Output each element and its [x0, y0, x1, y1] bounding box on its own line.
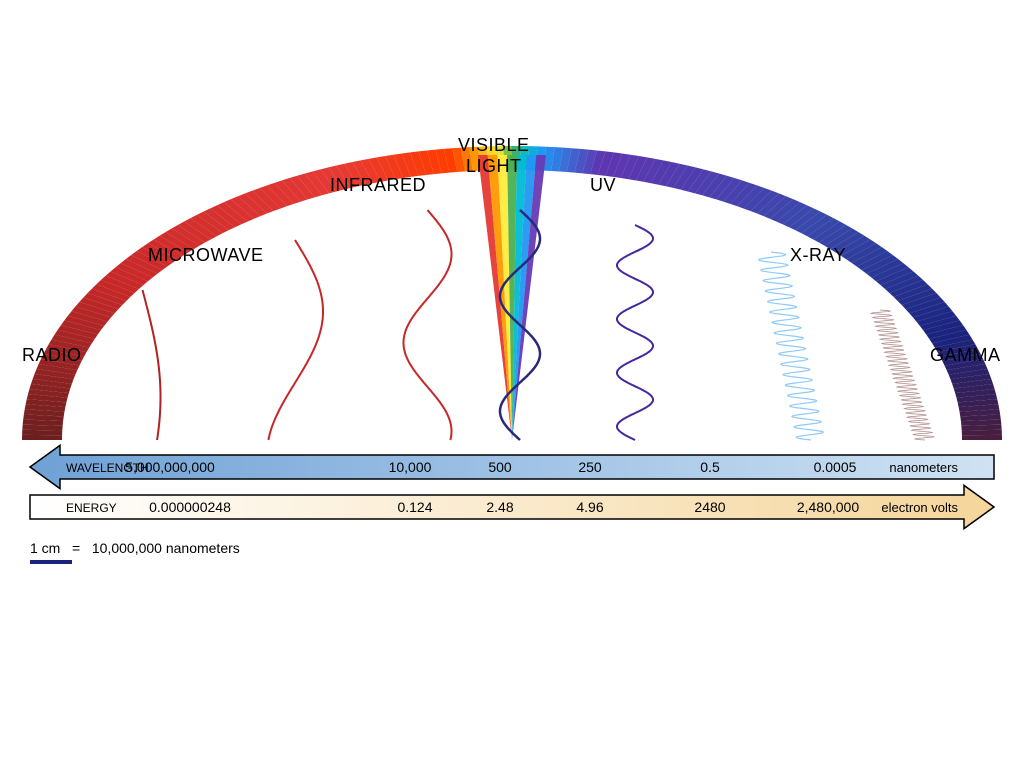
- footnote-equals: =: [72, 540, 80, 556]
- footnote-prefix: 1 cm: [30, 540, 60, 556]
- axis-value: 2.48: [486, 499, 513, 515]
- arc-seg: [962, 430, 1002, 436]
- axis-value: 2,480,000: [797, 499, 859, 515]
- arc-seg: [962, 435, 1002, 440]
- axis-value: 4.96: [576, 499, 603, 515]
- axis-value: 0.000000248: [149, 499, 231, 515]
- scale-footnote: 1 cm = 10,000,000 nanometers: [30, 540, 240, 564]
- radio-wave: [143, 290, 161, 440]
- band-label-microwave: MICROWAVE: [148, 245, 264, 266]
- uv-wave: [617, 225, 653, 440]
- band-label-x-ray: X-RAY: [790, 245, 846, 266]
- axis-value: 0.124: [397, 499, 432, 515]
- band-label-radio: RADIO: [22, 345, 82, 366]
- axis-value: 500: [488, 459, 512, 475]
- band-label-visible-light: VISIBLELIGHT: [458, 135, 530, 177]
- axis-value: 10,000: [389, 459, 432, 475]
- xray-wave: [759, 252, 823, 440]
- microwave-wave: [268, 240, 323, 440]
- axis-unit: nanometers: [889, 460, 958, 475]
- band-label-infrared: INFRARED: [330, 175, 426, 196]
- arc-seg: [22, 435, 62, 440]
- axis-value: 250: [578, 459, 602, 475]
- band-label-gamma: GAMMA: [930, 345, 1001, 366]
- infrared-wave: [404, 210, 452, 440]
- footnote-value: 10,000,000 nanometers: [92, 540, 240, 556]
- axis-value: 0.0005: [814, 459, 857, 475]
- axis-value: 5,000,000,000: [125, 459, 215, 475]
- axis-value: 0.5: [700, 459, 720, 475]
- axis-unit: electron volts: [881, 500, 958, 515]
- spectrum-diagram: WAVELENGTHnanometers5,000,000,00010,0005…: [0, 0, 1024, 768]
- band-label-uv: UV: [590, 175, 616, 196]
- axis-value: 2480: [694, 499, 725, 515]
- arc-seg: [22, 430, 62, 436]
- axis-label: ENERGY: [66, 501, 117, 515]
- scale-bar-icon: [30, 560, 72, 564]
